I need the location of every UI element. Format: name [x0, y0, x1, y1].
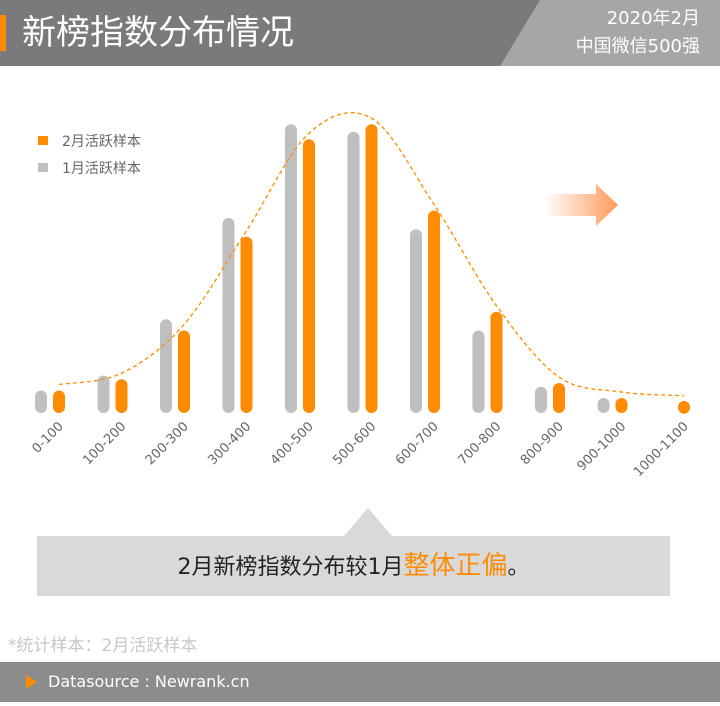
legend-label-jan: 1月活跃样本 — [62, 161, 141, 177]
x-tick-label: 400-500 — [268, 419, 317, 468]
x-tick-label: 1000-1100 — [631, 419, 692, 480]
x-tick-label: 300-400 — [205, 419, 254, 468]
x-tick-label: 800-900 — [518, 419, 567, 468]
x-tick-label: 900-1000 — [574, 419, 629, 474]
conclusion-callout: 2月新榜指数分布较1月整体正偏。 — [37, 536, 670, 596]
legend-label-feb: 2月活跃样本 — [62, 134, 141, 150]
header-badge: 2020年2月 中国微信500强 — [500, 0, 720, 66]
x-tick-label: 200-300 — [143, 419, 192, 468]
legend-swatch-jan — [38, 163, 48, 172]
callout-highlight: 整体正偏 — [403, 551, 508, 581]
distribution-chart: 0-100 100-200 200-300 300-400 400-500 500-600… — [30, 112, 692, 480]
x-tick-label: 100-200 — [80, 419, 129, 468]
x-tick-label: 0-100 — [30, 419, 67, 456]
callout-period: 。 — [507, 555, 530, 580]
legend-swatch-feb — [38, 136, 48, 145]
x-tick-label: 700-800 — [455, 419, 504, 468]
data-source: Datasource : Newrank.cn — [48, 672, 250, 691]
trend-curve — [58, 112, 685, 397]
footer-bar: Datasource : Newrank.cn — [0, 662, 720, 702]
badge-date: 2020年2月 — [606, 8, 700, 29]
header-accent-stripe — [0, 15, 6, 51]
badge-subtitle: 中国微信500强 — [575, 36, 700, 57]
callout-text: 2月新榜指数分布较1月 — [177, 555, 404, 580]
x-tick-label: 500-600 — [330, 419, 379, 468]
callout-pointer — [344, 508, 392, 536]
page-title: 新榜指数分布情况 — [22, 13, 294, 53]
right-arrow-icon — [544, 184, 618, 226]
header-bar: 新榜指数分布情况 2020年2月 中国微信500强 — [0, 0, 720, 66]
x-tick-label: 600-700 — [393, 419, 442, 468]
footnote: *统计样本：2月活跃样本 — [8, 636, 198, 656]
play-arrow-icon — [26, 675, 37, 689]
